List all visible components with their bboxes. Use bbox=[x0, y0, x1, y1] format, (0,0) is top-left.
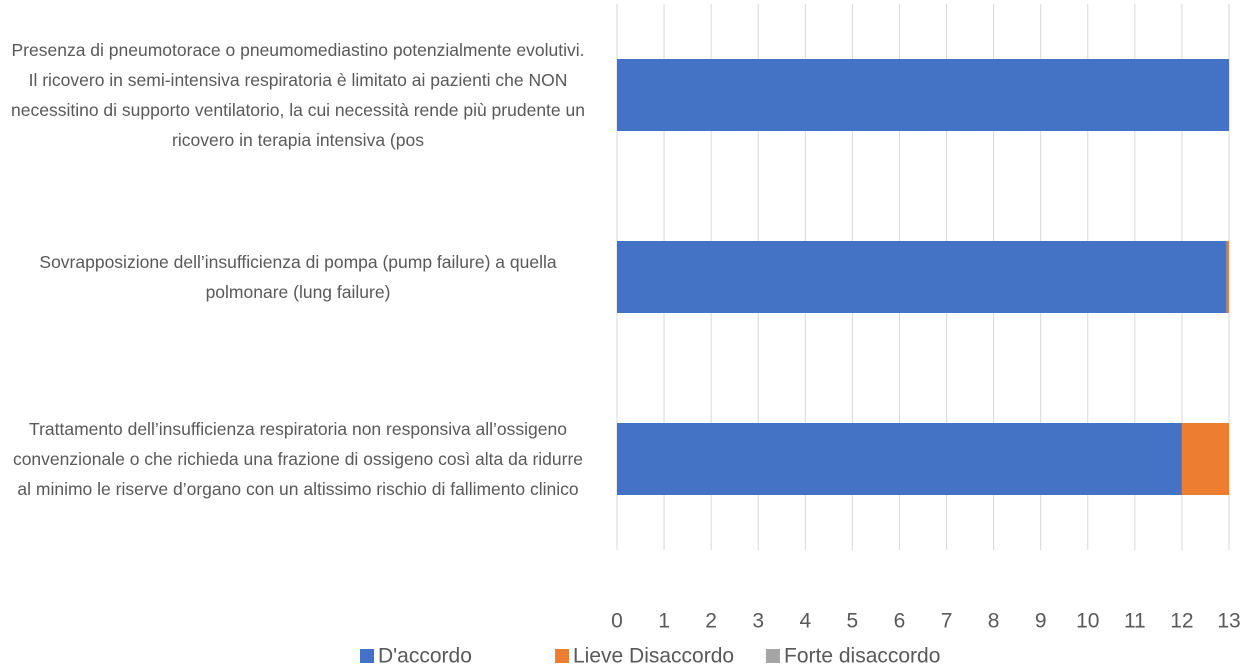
x-tick-label: 5 bbox=[847, 610, 859, 633]
x-tick-label: 9 bbox=[1035, 610, 1047, 633]
x-tick-label: 10 bbox=[1076, 610, 1099, 633]
category-label: Presenza di pneumotorace o pneumomediast… bbox=[0, 4, 596, 186]
x-tick-label: 8 bbox=[988, 610, 1000, 633]
bar-segment bbox=[1226, 241, 1229, 313]
bar-segment bbox=[617, 423, 1182, 495]
category-label: Trattamento dell’insufficienza respirato… bbox=[0, 368, 596, 550]
legend-swatch bbox=[360, 649, 374, 663]
legend-swatch bbox=[555, 649, 569, 663]
category-text: Trattamento dell’insufficienza respirato… bbox=[12, 419, 584, 499]
category-text: Sovrapposizione dell’insufficienza di po… bbox=[39, 252, 557, 302]
category-label: Sovrapposizione dell’insufficienza di po… bbox=[0, 186, 596, 368]
legend-label: Lieve Disaccordo bbox=[573, 645, 734, 668]
bar-segment bbox=[617, 59, 1229, 131]
legend-swatch bbox=[766, 649, 780, 663]
bar-segment bbox=[617, 241, 1227, 313]
legend-label: Forte disaccordo bbox=[784, 645, 940, 668]
category-text: Presenza di pneumotorace o pneumomediast… bbox=[11, 40, 585, 150]
x-tick-label: 1 bbox=[658, 610, 670, 633]
bar-segment bbox=[1181, 423, 1229, 495]
legend-label: D'accordo bbox=[378, 645, 472, 668]
x-tick-label: 6 bbox=[894, 610, 906, 633]
x-tick-label: 13 bbox=[1217, 610, 1240, 633]
x-tick-label: 2 bbox=[705, 610, 717, 633]
x-tick-label: 3 bbox=[752, 610, 764, 633]
x-tick-label: 11 bbox=[1124, 610, 1146, 633]
x-tick-label: 0 bbox=[611, 610, 623, 633]
x-tick-label: 7 bbox=[941, 610, 953, 633]
x-tick-label: 12 bbox=[1170, 610, 1193, 633]
x-tick-label: 4 bbox=[799, 610, 811, 633]
